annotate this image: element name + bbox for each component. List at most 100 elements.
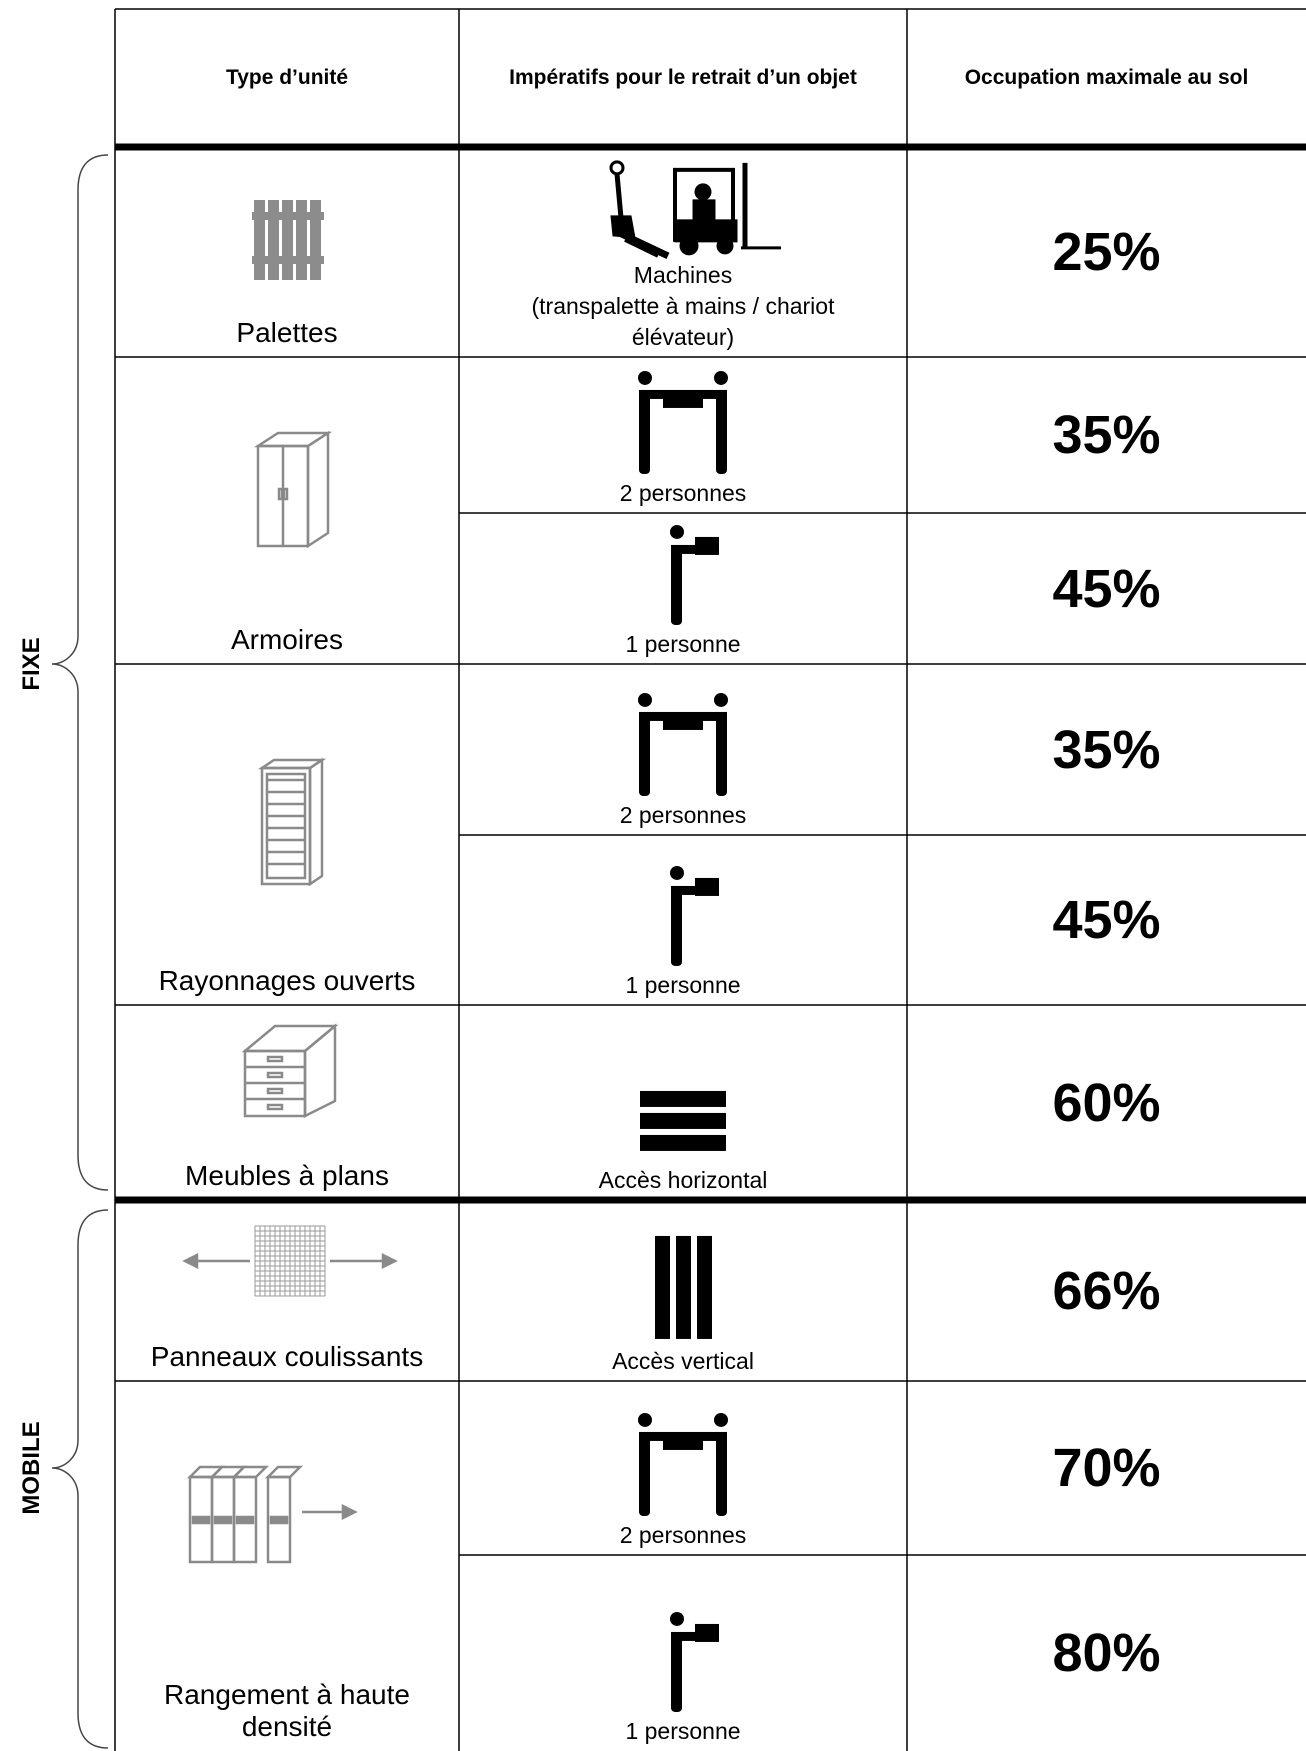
unit-icon xyxy=(266,1475,292,1564)
unit-icon xyxy=(282,487,289,501)
requirement-icon xyxy=(655,1235,712,1339)
requirement-icon xyxy=(638,1412,652,1427)
unit-name: Armoires xyxy=(230,623,343,655)
group-brace xyxy=(51,154,109,1191)
unit-icon xyxy=(308,757,324,887)
requirement-icon xyxy=(670,1611,719,1712)
unit-icon xyxy=(232,1475,258,1564)
group-label: FIXE xyxy=(18,637,45,691)
occupancy-value: 45% xyxy=(1052,558,1161,619)
occupancy-value: 35% xyxy=(1052,719,1161,780)
requirement-icon xyxy=(624,238,659,258)
unit-name: Palettes xyxy=(236,316,338,348)
unit-icon xyxy=(252,200,324,280)
group-label: MOBILE xyxy=(18,1421,45,1515)
unit-icon xyxy=(253,430,333,549)
occupancy-value: 66% xyxy=(1052,1260,1161,1321)
requirement-icon xyxy=(671,1631,699,1641)
unit-icon xyxy=(268,200,279,280)
unit-icon xyxy=(253,430,333,549)
unit-icon xyxy=(241,1023,339,1119)
occupancy-value: 35% xyxy=(1052,405,1161,465)
requirement-label: 1 personne xyxy=(625,630,741,657)
requirement-label: 2 personnes xyxy=(619,479,747,506)
requirement-icon xyxy=(638,1412,728,1516)
requirement-icon xyxy=(615,228,670,260)
requirement-icon xyxy=(614,173,624,219)
requirement-icon xyxy=(638,1412,728,1516)
occupancy-value: 80% xyxy=(1052,1623,1161,1683)
unit-icon xyxy=(253,431,333,448)
requirement-icon xyxy=(716,711,727,796)
requirement-icon xyxy=(671,885,699,895)
requirement-icon xyxy=(694,183,712,201)
unit-icon xyxy=(310,200,321,280)
unit-icon xyxy=(182,1225,398,1297)
requirement-icon xyxy=(671,544,682,625)
unit-icon xyxy=(260,766,312,886)
requirement-icon xyxy=(670,865,719,966)
requirement-icon xyxy=(655,1235,712,1339)
unit-name: Rayonnages ouverts xyxy=(158,964,416,996)
unit-icon xyxy=(277,487,284,501)
requirement-label: Accès horizontal xyxy=(598,1166,768,1193)
unit-icon xyxy=(241,1023,339,1119)
requirement-icon xyxy=(670,865,719,966)
requirement-label: Accès vertical xyxy=(612,1347,754,1374)
unit-icon xyxy=(257,757,327,887)
requirement-icon xyxy=(670,1611,719,1712)
occupancy-value: 45% xyxy=(1052,890,1161,950)
group-brace xyxy=(51,1209,109,1749)
unit-icon xyxy=(252,256,324,264)
unit-icon xyxy=(257,757,327,887)
unit-icon xyxy=(182,1252,199,1270)
unit-icon xyxy=(230,1465,270,1479)
column-header: Impératifs pour le retrait d’un objet xyxy=(509,65,857,89)
requirement-icon xyxy=(676,1235,691,1339)
unit-icon xyxy=(266,1055,284,1063)
unit-icon xyxy=(241,1024,339,1053)
requirement-icon xyxy=(639,711,650,796)
requirement-label: 2 personnes xyxy=(619,801,747,828)
requirement-icon xyxy=(609,160,781,260)
requirement-icon xyxy=(695,536,719,555)
unit-icon xyxy=(266,1103,284,1111)
unit-name: Panneaux coulissants xyxy=(150,1340,424,1372)
requirement-icon xyxy=(663,715,703,730)
unit-icon xyxy=(257,758,327,770)
requirement-label: Machines (transpalette à mains / chariot… xyxy=(531,261,835,350)
requirement-icon xyxy=(674,219,738,243)
unit-icon xyxy=(269,1515,289,1525)
column-header: Type d’unité xyxy=(225,65,349,89)
requirement-label: 2 personnes xyxy=(619,1521,747,1548)
requirement-icon xyxy=(638,692,652,707)
unit-name: Meubles à plans xyxy=(185,1159,389,1191)
unit-icon xyxy=(266,1087,284,1095)
requirement-icon xyxy=(609,160,781,260)
unit-icon xyxy=(186,1465,358,1564)
unit-icon xyxy=(186,1465,304,1564)
requirement-icon xyxy=(671,1631,682,1712)
requirement-icon xyxy=(670,1611,684,1626)
requirement-icon xyxy=(655,1235,670,1339)
requirement-icon xyxy=(670,524,719,625)
requirement-icon xyxy=(638,370,728,474)
requirement-icon xyxy=(716,389,727,474)
unit-icon xyxy=(252,212,324,220)
requirement-icon xyxy=(670,524,684,539)
requirement-icon xyxy=(640,1112,726,1129)
requirement-icon xyxy=(671,544,699,554)
requirement-icon xyxy=(638,692,728,796)
requirement-icon xyxy=(679,236,699,256)
unit-icon xyxy=(252,200,324,280)
requirement-icon xyxy=(663,1435,703,1450)
requirement-icon xyxy=(716,1431,727,1516)
requirement-icon xyxy=(639,1431,650,1516)
requirement-icon xyxy=(670,524,719,625)
requirement-icon xyxy=(670,865,684,880)
unit-icon xyxy=(341,1503,358,1521)
requirement-icon xyxy=(638,370,652,385)
unit-icon xyxy=(282,200,293,280)
requirement-icon xyxy=(640,1090,726,1151)
